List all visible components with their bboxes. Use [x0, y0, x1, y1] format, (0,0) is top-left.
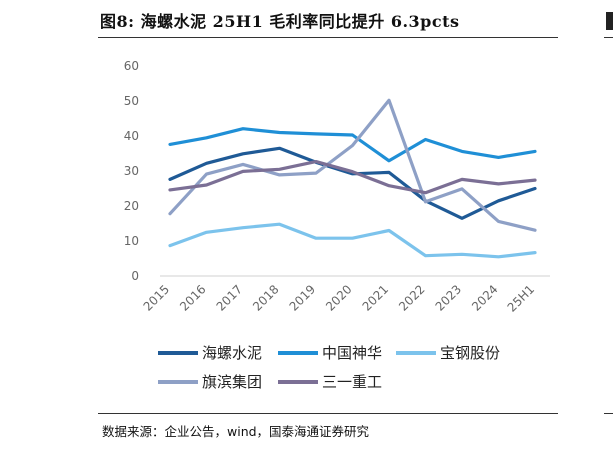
top-rule [98, 37, 558, 38]
x-tick-label: 2017 [214, 282, 245, 313]
series-line-1 [168, 146, 537, 220]
series-lines [168, 98, 537, 259]
series-line-2 [168, 127, 537, 163]
chart-title: 图8: 海螺水泥 25H1 毛利率同比提升 6.3pcts [100, 12, 460, 31]
y-tick-label: 0 [131, 269, 139, 283]
x-tick-label: 2019 [287, 282, 318, 313]
next-bottom-rule [604, 413, 613, 414]
legend-label: 中国神华 [322, 344, 382, 362]
y-axis-ticks: 0 10 20 30 40 50 60 [124, 59, 139, 283]
series-line-5 [168, 160, 537, 195]
legend-label: 海螺水泥 [202, 344, 262, 362]
x-tick-label: 2015 [141, 282, 172, 313]
x-tick-label: 2020 [323, 282, 354, 313]
data-source-note: 数据来源：企业公告，wind，国泰海通证券研究 [102, 424, 370, 439]
legend-label: 旗滨集团 [202, 373, 262, 391]
x-tick-label: 2024 [469, 282, 500, 313]
y-tick-label: 50 [124, 94, 139, 108]
x-tick-label: 25H1 [505, 282, 537, 314]
y-tick-label: 40 [124, 129, 139, 143]
x-tick-label: 2021 [360, 282, 391, 313]
y-tick-label: 30 [124, 164, 139, 178]
bottom-rule [98, 413, 558, 414]
x-tick-label: 2018 [250, 282, 281, 313]
y-tick-label: 60 [124, 59, 139, 73]
next-top-rule [604, 37, 613, 38]
next-page-edge [604, 0, 613, 449]
y-tick-label: 10 [124, 234, 139, 248]
x-tick-label: 2022 [396, 282, 427, 313]
legend-label: 宝钢股份 [440, 344, 500, 362]
x-tick-label: 2016 [177, 282, 208, 313]
series-line-4 [168, 98, 537, 232]
x-tick-label: 2023 [433, 282, 464, 313]
x-axis-ticks: 2015 2016 2017 2018 2019 2020 2021 2022 2023 2024… [141, 282, 537, 314]
y-tick-label: 20 [124, 199, 139, 213]
legend-label: 三一重工 [322, 373, 382, 391]
series-line-3 [168, 222, 537, 259]
next-figure-marker [606, 12, 613, 30]
